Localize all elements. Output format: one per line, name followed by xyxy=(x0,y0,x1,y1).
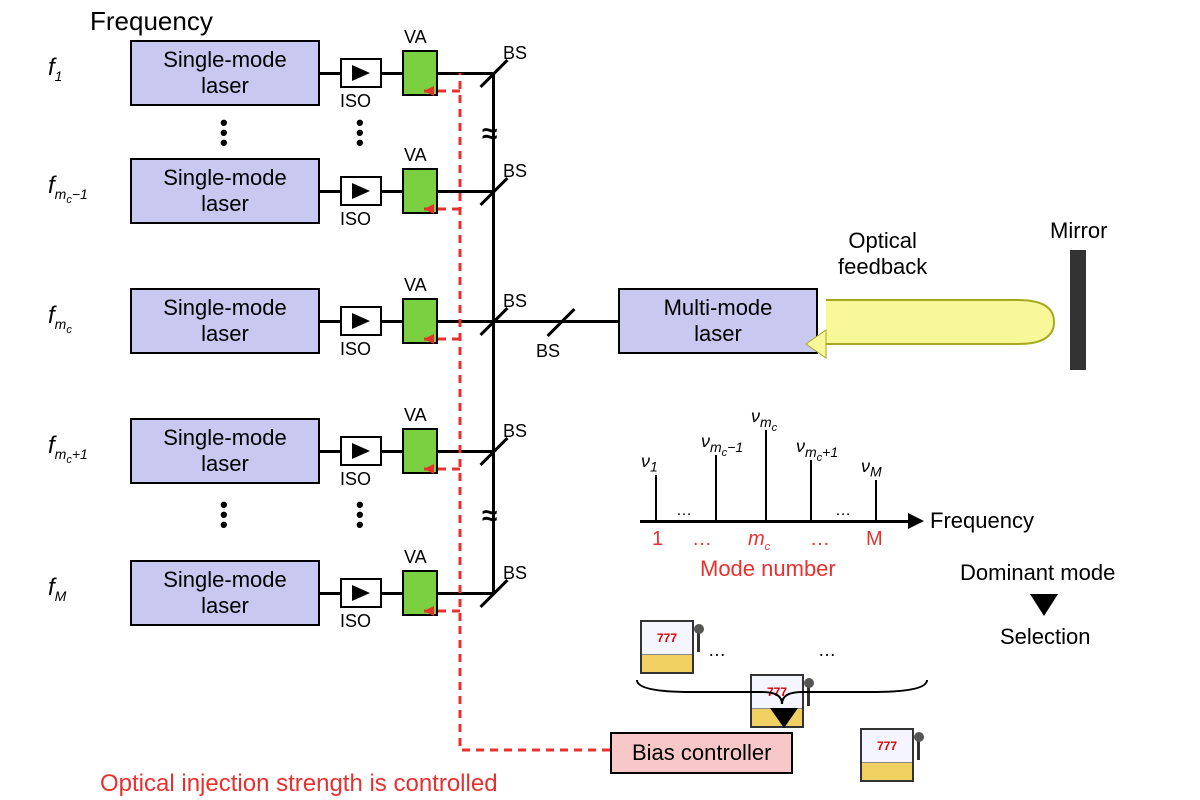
spectrum-axis xyxy=(640,520,910,523)
bs-label-2: BS xyxy=(503,291,527,312)
single-mode-laser-3: Single-mode laser xyxy=(130,418,320,484)
slot-dots-1: … xyxy=(818,640,836,661)
slot-machine-2: 777 xyxy=(860,728,914,782)
slots-to-bias-arrow xyxy=(770,708,798,728)
mirror-label: Mirror xyxy=(1050,218,1107,244)
iso-0 xyxy=(340,58,382,88)
vdots-bot: ••• xyxy=(220,500,228,530)
frequency-axis-label: Frequency xyxy=(930,508,1034,534)
selection-label: Selection xyxy=(1000,624,1091,650)
iso-label-1: ISO xyxy=(340,209,371,230)
line xyxy=(382,320,402,323)
freq-label-3: fmc+1 xyxy=(48,432,88,466)
va-1 xyxy=(402,168,438,214)
bs-label-0: BS xyxy=(503,43,527,64)
line xyxy=(320,320,340,323)
bs-main-label: BS xyxy=(536,341,560,362)
va-label-2: VA xyxy=(404,275,427,296)
slot-machine-0: 777 xyxy=(640,620,694,674)
spec-line-2 xyxy=(765,430,767,520)
bs-label-4: BS xyxy=(503,563,527,584)
mode-number-label: Mode number xyxy=(700,556,836,582)
freq-label-1: fmc−1 xyxy=(48,172,88,206)
single-mode-laser-0: Single-mode laser xyxy=(130,40,320,106)
spec-line-0 xyxy=(655,475,657,520)
iso-4 xyxy=(340,578,382,608)
iso-1 xyxy=(340,176,382,206)
single-mode-laser-1: Single-mode laser xyxy=(130,158,320,224)
spec-dots-2: … xyxy=(835,502,851,520)
slot-dots-0: … xyxy=(708,640,726,661)
nu-label-4: νM xyxy=(861,456,882,480)
vdots-top: ••• xyxy=(220,118,228,148)
single-mode-laser-4: Single-mode laser xyxy=(130,560,320,626)
va-2 xyxy=(402,298,438,344)
line xyxy=(382,450,402,453)
optical-feedback-label: Optical feedback xyxy=(838,228,927,280)
dominant-arrow xyxy=(1030,594,1058,616)
spec-line-3 xyxy=(810,460,812,520)
line xyxy=(320,72,340,75)
iso-2 xyxy=(340,306,382,336)
va-label-4: VA xyxy=(404,547,427,568)
iso-label-0: ISO xyxy=(340,91,371,112)
spec-dots-1: … xyxy=(676,502,692,520)
mode-idx-3: … xyxy=(810,528,830,551)
line xyxy=(382,592,402,595)
freq-label-0: f1 xyxy=(48,54,62,84)
iso-label-3: ISO xyxy=(340,469,371,490)
nu-label-3: νmc+1 xyxy=(796,436,838,463)
bs-label-1: BS xyxy=(503,161,527,182)
spec-line-4 xyxy=(875,480,877,520)
va-label-1: VA xyxy=(404,145,427,166)
axis-arrow xyxy=(908,513,924,529)
mode-idx-4: M xyxy=(866,528,883,551)
bs-label-3: BS xyxy=(503,421,527,442)
freq-label-4: fM xyxy=(48,574,66,604)
line xyxy=(320,190,340,193)
break-2: ≈ xyxy=(482,500,497,532)
nu-label-0: ν1 xyxy=(641,451,658,475)
va-label-0: VA xyxy=(404,27,427,48)
va-label-3: VA xyxy=(404,405,427,426)
break-1: ≈ xyxy=(482,118,497,150)
line xyxy=(320,592,340,595)
mode-idx-0: 1 xyxy=(652,528,663,551)
nu-label-2: νmc xyxy=(751,406,777,433)
bias-controller: Bias controller xyxy=(610,732,793,774)
optical-feedback-arrow xyxy=(818,282,1078,367)
line xyxy=(382,72,402,75)
vdots-top2: ••• xyxy=(356,118,364,148)
control-text: Optical injection strength is controlled xyxy=(100,770,498,798)
vdots-bot2: ••• xyxy=(356,500,364,530)
mode-idx-1: … xyxy=(692,528,712,551)
va-4 xyxy=(402,570,438,616)
nu-label-1: νmc−1 xyxy=(701,431,743,458)
iso-3 xyxy=(340,436,382,466)
line xyxy=(382,190,402,193)
va-0 xyxy=(402,50,438,96)
spec-line-1 xyxy=(715,455,717,520)
dominant-mode-label: Dominant mode xyxy=(960,560,1115,586)
iso-label-4: ISO xyxy=(340,611,371,632)
header-frequency: Frequency xyxy=(90,6,213,37)
line-to-multi xyxy=(492,320,618,323)
mode-idx-2: mc xyxy=(748,528,770,553)
iso-label-2: ISO xyxy=(340,339,371,360)
freq-label-2: fmc xyxy=(48,302,72,336)
va-3 xyxy=(402,428,438,474)
single-mode-laser-2: Single-mode laser xyxy=(130,288,320,354)
multi-mode-laser: Multi-mode laser xyxy=(618,288,818,354)
line xyxy=(320,450,340,453)
